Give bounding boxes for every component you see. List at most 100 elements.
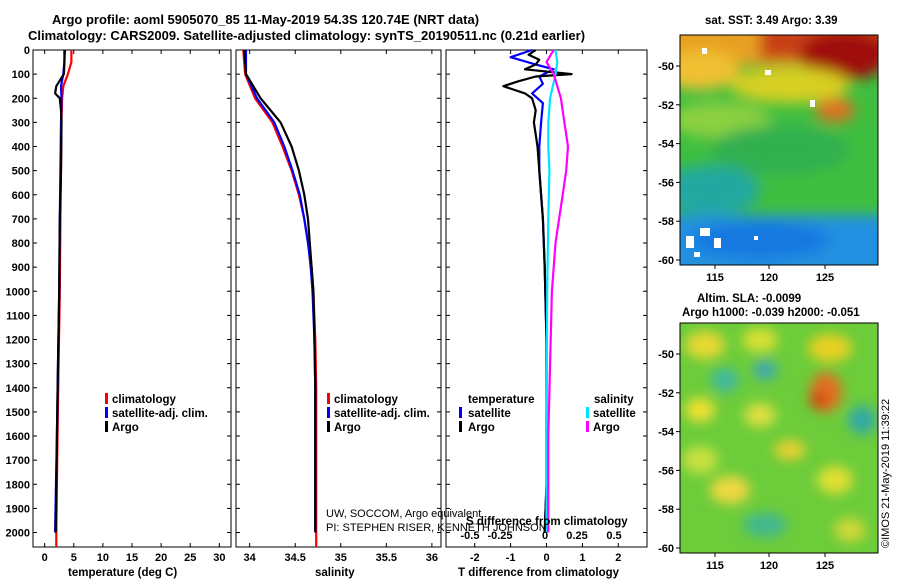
temperature-axis-label: temperature (deg C) [68, 567, 177, 579]
salinity-panel-frame [235, 49, 442, 548]
legend-climatology: climatology [112, 394, 177, 406]
x-tick-label: 2 [615, 552, 621, 564]
lat-tick-label: -54 [658, 139, 675, 151]
sla-title-2: Argo h1000: -0.039 h2000: -0.051 [682, 307, 860, 319]
overlay-tick-label: 0 [542, 530, 548, 542]
legend-swatch-s-satellite [586, 407, 589, 418]
y-tick-label: 1300 [6, 359, 30, 371]
lat-tick-label: -60 [658, 255, 674, 267]
title-line-2: Climatology: CARS2009. Satellite-adjuste… [28, 28, 586, 43]
y-tick-label: 500 [12, 166, 30, 178]
institution-note: UW, SOCCOM, Argo equivalent [326, 508, 481, 520]
x-tick-label: -2 [470, 552, 480, 564]
legend-swatch-s-argo [586, 421, 589, 432]
series-line-argo [53, 50, 66, 533]
lon-tick-label: 125 [816, 560, 834, 572]
lat-tick-label: -52 [658, 388, 674, 400]
legend-t-argo: Argo [468, 422, 495, 434]
lat-tick-label: -56 [658, 465, 674, 477]
legend-swatch-argo [105, 421, 108, 432]
temperature-panel-frame [32, 49, 232, 548]
y-tick-label: 1400 [6, 383, 30, 395]
y-tick-label: 1000 [6, 286, 30, 298]
sla-map [680, 323, 878, 553]
series-line-argo [243, 49, 317, 533]
legend-satellite-adj: satellite-adj. clim. [334, 408, 430, 420]
y-tick-label: 600 [12, 190, 30, 202]
x-tick-label: 35.5 [376, 552, 397, 564]
x-tick-label: 0 [42, 552, 48, 564]
axis-ticks: 0 5 10 15 20 25 300100200300400500600700800900… [6, 45, 647, 564]
x-tick-label: 15 [126, 552, 138, 564]
difference-axis-label: T difference from climatology [458, 567, 620, 579]
difference-legend: temperature satellite Argo salinity sate… [459, 394, 636, 434]
salinity-legend: climatology satellite-adj. clim. Argo [327, 393, 430, 434]
x-tick-label: 20 [155, 552, 167, 564]
lon-tick-label: 120 [760, 272, 778, 284]
y-tick-label: 1500 [6, 407, 30, 419]
y-tick-label: 0 [24, 45, 30, 57]
lat-tick-label: -58 [658, 216, 674, 228]
pi-note: PI: STEPHEN RISER, KENNETH JOHNSON [326, 522, 547, 534]
lon-tick-label: 125 [816, 272, 834, 284]
x-tick-label: 36 [426, 552, 438, 564]
legend-climatology: climatology [334, 394, 399, 406]
x-tick-label: 34 [244, 552, 257, 564]
title-line-1: Argo profile: aoml 5905070_85 11-May-201… [52, 12, 480, 27]
legend-swatch-satellite-adj [105, 407, 108, 418]
sla-map-frame [679, 322, 879, 554]
y-tick-label: 1800 [6, 479, 30, 491]
legend-swatch-satellite-adj [327, 407, 330, 418]
lat-tick-label: -60 [658, 543, 674, 555]
x-tick-label: 5 [71, 552, 77, 564]
overlay-tick-label: 0.5 [606, 530, 621, 542]
x-tick-label: 10 [97, 552, 109, 564]
legend-swatch-climatology [105, 393, 108, 404]
y-tick-label: 300 [12, 117, 30, 129]
legend-swatch-t-argo [459, 421, 462, 432]
x-tick-label: -1 [506, 552, 516, 564]
sst-title: sat. SST: 3.49 Argo: 3.39 [705, 15, 838, 27]
legend-temperature-heading: temperature [468, 394, 534, 406]
legend-t-satellite: satellite [468, 408, 511, 420]
overlay-tick-label: -0.25 [487, 530, 512, 542]
lat-tick-label: -58 [658, 504, 674, 516]
sst-axes: -50 -52 -54 -56 -58 -60 115 120 125 [658, 61, 834, 284]
salinity-difference-ticks: -0.5 -0.25 0 0.25 0.5 [461, 530, 622, 542]
y-tick-label: 900 [12, 262, 30, 274]
sst-map [680, 35, 878, 265]
profile-lines [53, 48, 573, 547]
y-tick-label: 2000 [6, 528, 30, 540]
lon-tick-label: 115 [706, 272, 724, 284]
y-tick-label: 700 [12, 214, 30, 226]
y-tick-label: 1600 [6, 431, 30, 443]
legend-swatch-t-satellite [459, 407, 462, 418]
legend-satellite-adj: satellite-adj. clim. [112, 408, 208, 420]
series-line-salinity-satellite [545, 49, 559, 533]
salinity-axis-label: salinity [315, 567, 355, 579]
lat-tick-label: -50 [658, 349, 674, 361]
legend-s-satellite: satellite [593, 408, 636, 420]
lat-tick-label: -52 [658, 100, 674, 112]
lon-tick-label: 120 [760, 560, 778, 572]
lat-tick-label: -54 [658, 427, 675, 439]
sla-title-1: Altim. SLA: -0.0099 [697, 293, 801, 305]
y-tick-label: 800 [12, 238, 30, 250]
lat-tick-label: -50 [658, 61, 674, 73]
overlay-tick-label: -0.5 [461, 530, 480, 542]
x-tick-label: 30 [213, 552, 225, 564]
y-tick-label: 1900 [6, 503, 30, 515]
y-tick-label: 1200 [6, 335, 30, 347]
x-tick-label: 25 [184, 552, 196, 564]
sla-axes: -50 -52 -54 -56 -58 -60 115 120 125 [658, 349, 834, 572]
imos-credit: ©IMOS 21-May-2019 11:39:22 [880, 399, 892, 548]
y-tick-label: 1700 [6, 455, 30, 467]
temperature-legend: climatology satellite-adj. clim. Argo [105, 393, 208, 434]
lat-tick-label: -56 [658, 177, 674, 189]
legend-salinity-heading: salinity [594, 394, 634, 406]
salinity-difference-axis-title: S difference from climatology [466, 516, 628, 528]
series-line-temperature-argo [502, 49, 573, 533]
lon-tick-label: 115 [706, 560, 724, 572]
x-tick-label: 0 [543, 552, 549, 564]
